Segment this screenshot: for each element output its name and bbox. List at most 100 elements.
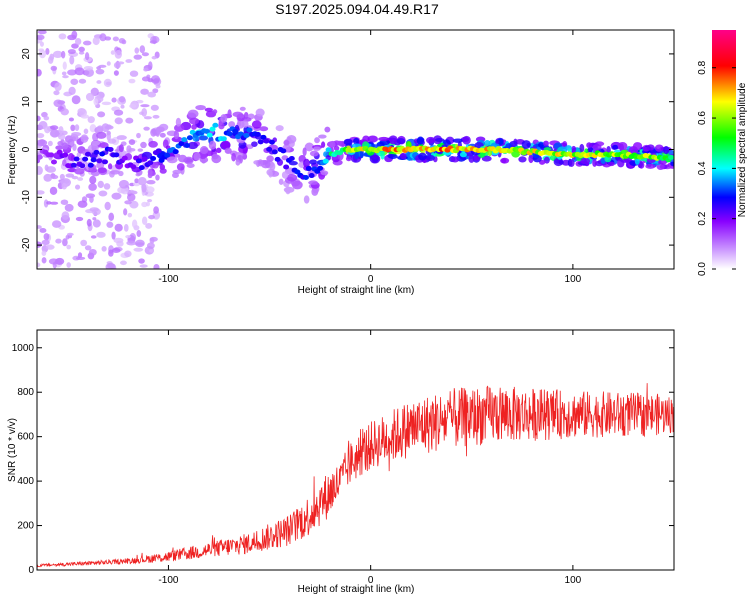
heat-blob [95,68,105,75]
heat-blob [152,78,160,83]
heat-blob [62,238,68,247]
heat-blob [110,50,115,55]
bottom-x-tick-label: 0 [368,575,374,586]
heat-blob [37,225,42,229]
heat-blob [37,132,45,139]
heat-blob [129,70,139,77]
heat-blob [57,133,66,140]
bottom-plot-frame [36,329,675,571]
heat-blob [232,128,239,134]
heat-blob [313,146,321,151]
heat-blob [143,126,150,131]
heat-blob [79,163,86,169]
heat-blob [278,178,284,185]
heat-blob [177,154,187,163]
heat-blob [232,111,243,117]
heat-blob [283,164,290,170]
bottom-y-axis-label: SNR (10 * v/v) [7,418,18,482]
heat-blob [131,219,138,229]
heat-blob [54,82,62,91]
heat-blob [92,219,101,228]
heat-blob [155,84,161,89]
heat-blob [75,216,84,222]
heat-blob [543,156,550,164]
top-x-tick-label: 0 [368,274,374,285]
heat-blob [495,139,500,144]
bottom-y-axis: 0 200 400 600 800 1000 [12,343,674,576]
heat-blob [141,76,151,82]
heat-blob [62,152,69,158]
colorbar-tick-label: 0.0 [697,262,708,276]
heat-blob [128,78,136,84]
heat-blob [141,216,148,225]
heat-blob [78,51,85,55]
heat-blob [302,147,307,156]
heat-blob [74,37,82,45]
heat-blob [51,220,62,228]
heat-blob [104,36,112,41]
heat-blob [462,135,471,145]
heat-blob [497,138,504,145]
heat-blob [138,258,145,264]
heat-blob [113,70,119,76]
heat-blob [484,139,491,147]
heat-blob [53,90,60,96]
heat-blob [140,104,150,108]
heat-blob [37,154,43,160]
heat-blob [87,162,94,168]
heat-blob [195,104,206,111]
heat-blob [133,54,143,60]
heat-blob [48,152,55,158]
heat-blob [37,190,45,195]
heat-blob [89,207,100,212]
heat-blob [136,132,141,139]
heat-blob [127,193,136,202]
heat-blob [137,148,144,152]
heat-blob [173,130,180,140]
heat-blob [41,250,47,256]
heat-blob [125,117,134,124]
heat-blob [96,131,107,139]
heat-blob [268,139,275,145]
heat-blob [74,184,81,190]
heat-blob [149,249,154,253]
heat-blob [309,159,317,165]
heat-blob [231,152,237,162]
heat-blob [140,141,147,149]
heat-blob [77,177,84,181]
heat-blob [114,117,123,125]
heat-blob [141,108,148,117]
heat-blob [66,244,72,250]
heat-blob [164,152,171,158]
heat-blob [586,142,592,149]
heat-blob [96,158,103,164]
heat-blob [107,138,117,144]
heat-blob [39,41,44,47]
heat-blob [152,114,160,119]
top-x-tick-label: 100 [565,274,582,285]
heat-blob [181,137,188,143]
heat-blob [96,80,102,84]
heat-blob [118,144,124,153]
heat-blob [199,146,209,154]
colorbar-tick-label: 0.4 [697,161,708,175]
heat-blob [251,141,258,147]
heat-blob [47,140,53,147]
heat-blob [459,152,467,158]
heat-blob [62,61,67,70]
heat-blob [153,264,160,269]
colorbar [712,30,736,269]
heat-blob [74,124,80,131]
heat-blob [387,153,394,159]
heat-blob [303,195,310,204]
heat-blob [99,151,106,157]
heat-blob [191,124,197,130]
heat-blob [329,140,336,148]
heat-blob [434,137,445,143]
heat-blob [96,66,102,70]
heat-blob [251,120,262,129]
heat-blob [55,238,62,244]
heat-blob [145,223,153,229]
heat-blob [187,141,198,150]
heat-blob [85,92,95,102]
